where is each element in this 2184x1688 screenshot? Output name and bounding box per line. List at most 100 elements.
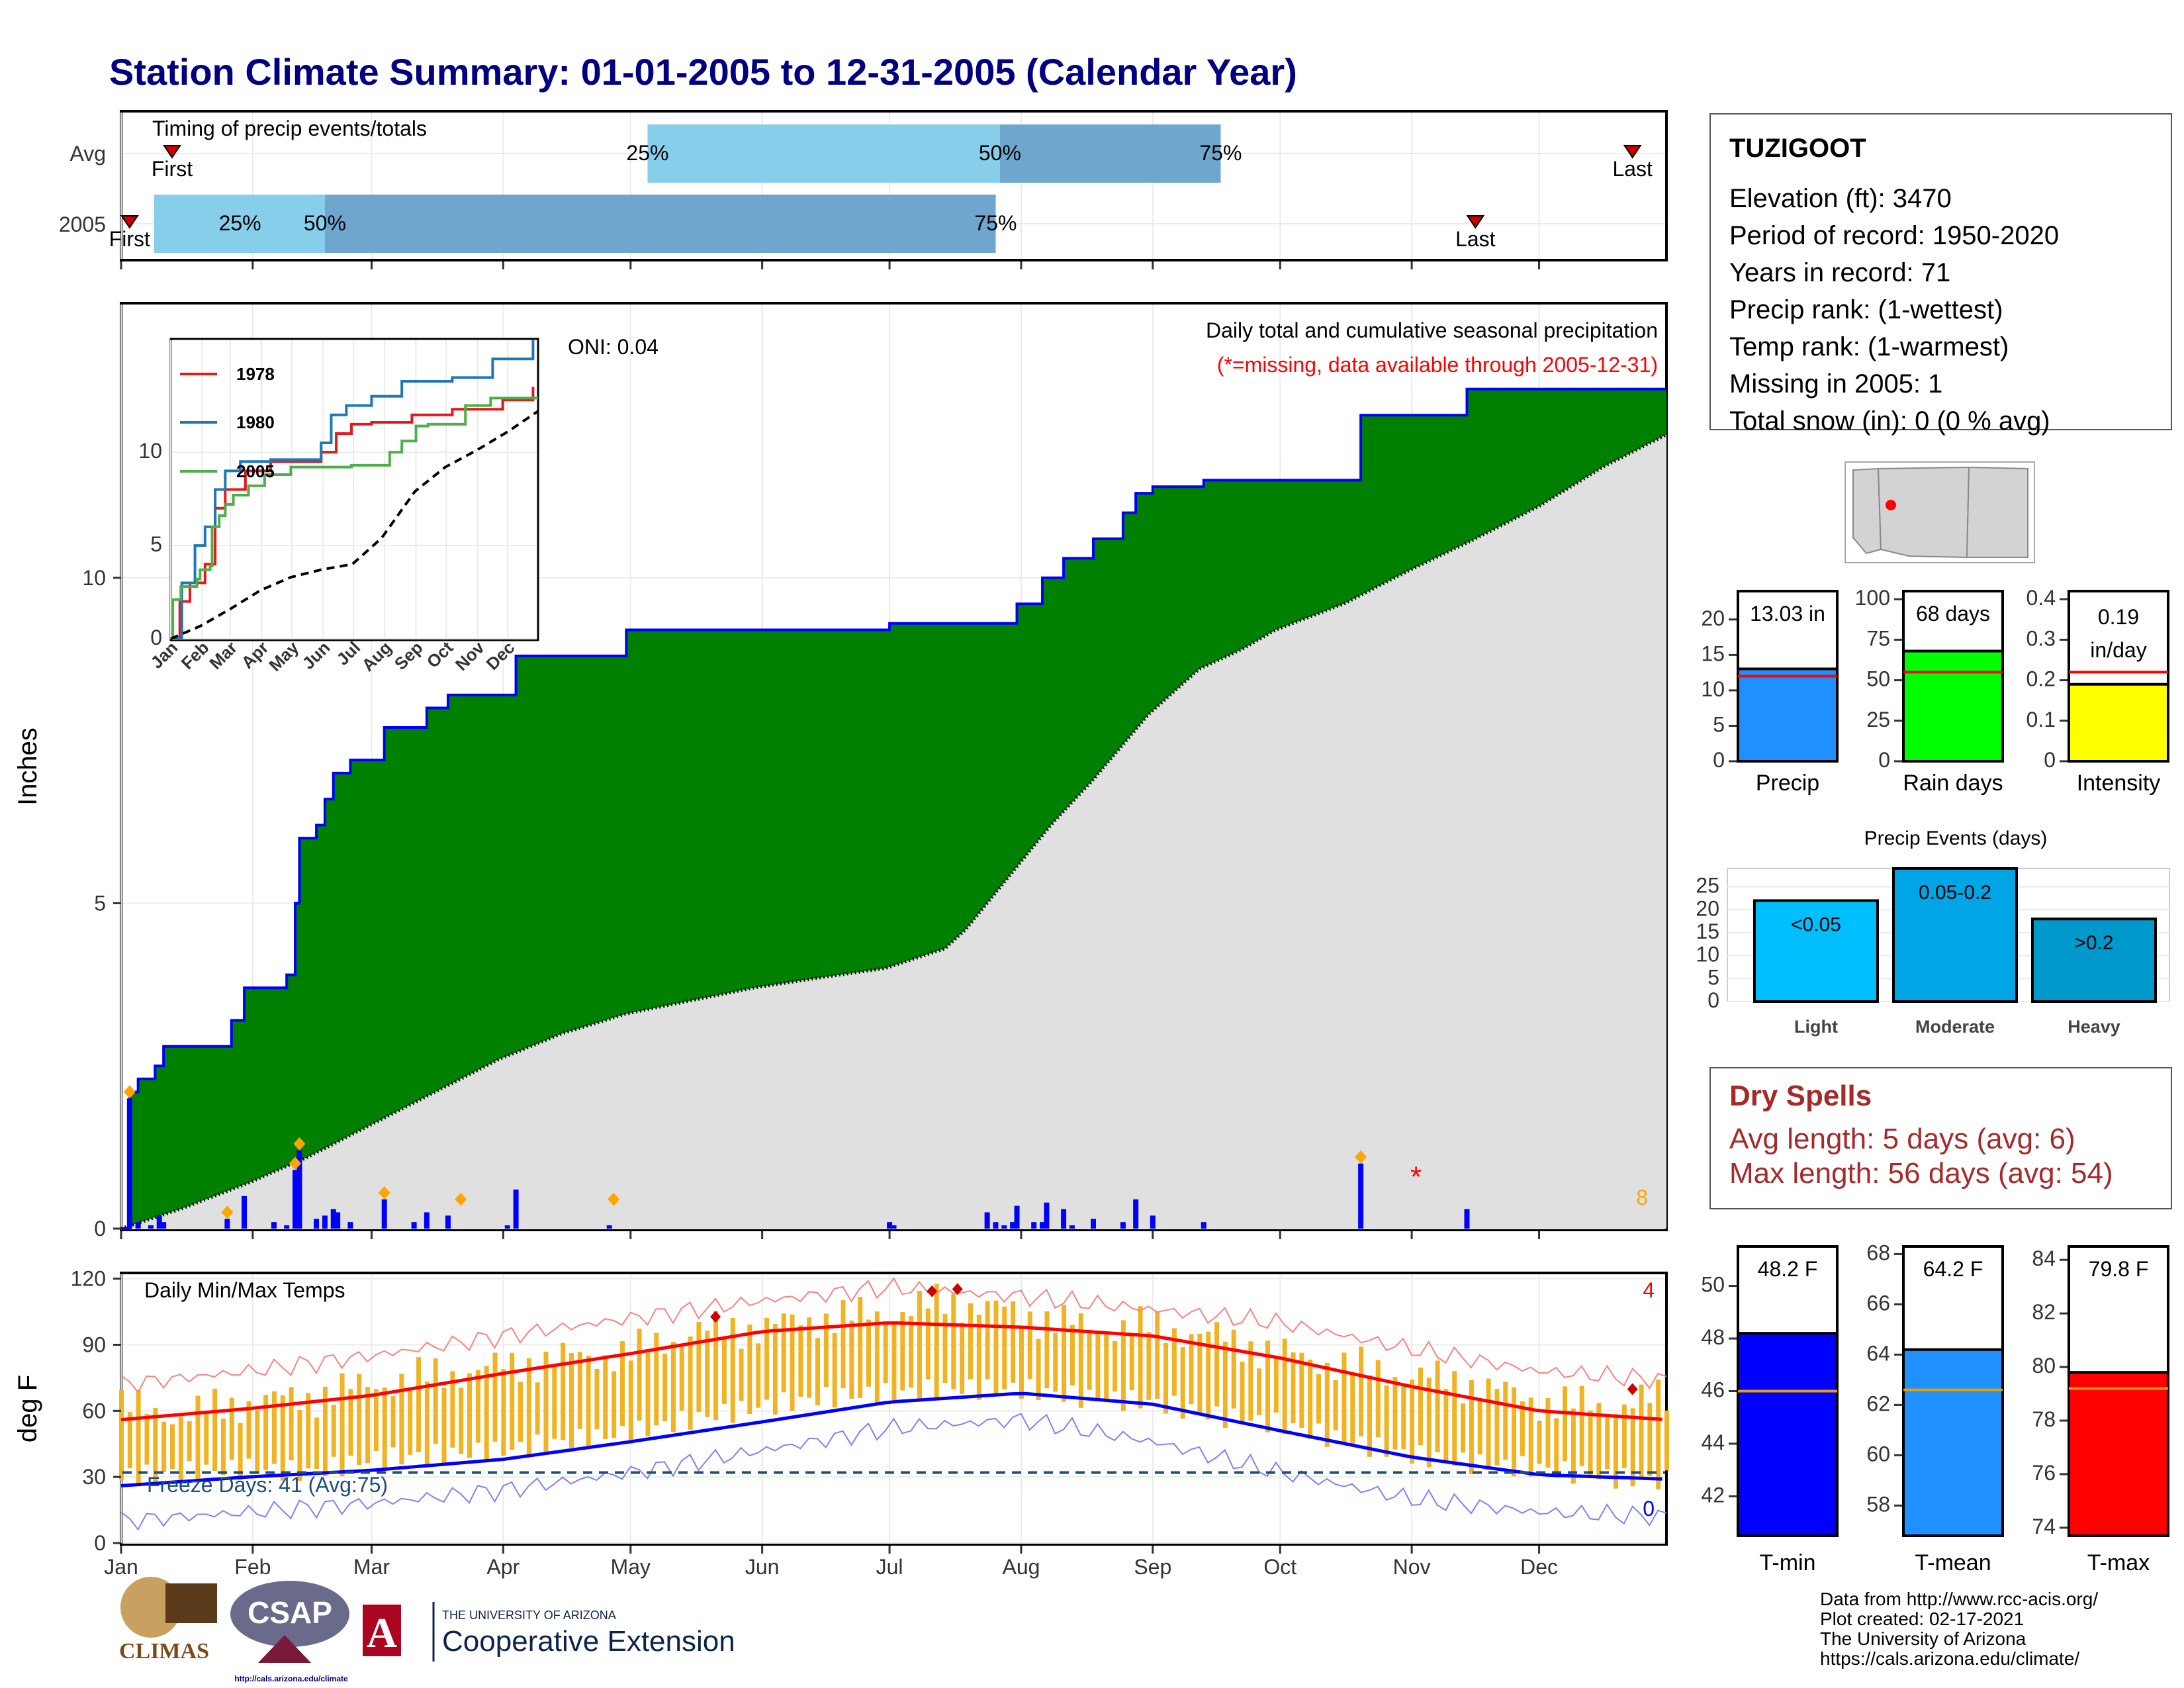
summary-value-label: 68 days bbox=[1916, 602, 1990, 626]
summary-y-tick-label: 0.2 bbox=[2026, 667, 2056, 691]
missing-data-marker: * bbox=[1410, 1160, 1422, 1193]
summary-y-tick-label: 62 bbox=[1866, 1391, 1890, 1415]
daily-precip-bar bbox=[242, 1196, 248, 1229]
daily-temp-bar bbox=[1563, 1386, 1568, 1462]
temp-chart-title: Daily Min/Max Temps bbox=[144, 1278, 345, 1302]
daily-temp-bar bbox=[815, 1338, 821, 1406]
daily-precip-bar bbox=[1014, 1205, 1020, 1229]
events-bar-label: <0.05 bbox=[1791, 914, 1841, 936]
inset-legend-label: 1980 bbox=[236, 412, 275, 432]
daily-temp-bar bbox=[679, 1343, 684, 1411]
daily-temp-bar bbox=[1596, 1403, 1602, 1479]
daily-temp-bar bbox=[1273, 1358, 1279, 1413]
daily-temp-bar bbox=[169, 1424, 175, 1470]
daily-precip-bar bbox=[424, 1212, 430, 1229]
summary-value-label: 0.19 bbox=[2098, 605, 2139, 629]
daily-precip-bar bbox=[1061, 1209, 1067, 1229]
inset-series-2005 bbox=[171, 397, 538, 640]
daily-temp-bar bbox=[594, 1369, 600, 1430]
daily-temp-bar bbox=[1426, 1378, 1432, 1468]
daily-temp-bar bbox=[764, 1317, 770, 1400]
temperature-summary-bars: 42 44 46 48 50 48.2 F T-min 58 60 62 64 66 68 64.2 F T… bbox=[1701, 1241, 2169, 1575]
average-cumulative-line bbox=[120, 433, 1668, 1231]
timing-event-marker-icon bbox=[163, 145, 181, 159]
daily-temp-bar bbox=[960, 1323, 965, 1394]
daily-temp-bar bbox=[586, 1355, 591, 1450]
daily-temp-bar bbox=[552, 1365, 557, 1439]
daily-temp-bar bbox=[195, 1395, 201, 1481]
daily-temp-bar bbox=[1053, 1333, 1058, 1392]
daily-temp-bar bbox=[492, 1352, 498, 1442]
summary-y-tick-label: 48 bbox=[1701, 1325, 1725, 1349]
daily-temp-bar bbox=[1078, 1313, 1083, 1408]
summary-y-tick-label: 60 bbox=[1866, 1442, 1890, 1466]
daily-temp-bar bbox=[1656, 1380, 1661, 1490]
inset-legend-label: 2005 bbox=[236, 461, 275, 481]
oni-label: ONI: 0.04 bbox=[568, 335, 659, 359]
precip-panel: 0 5 10 Daily total and cumulative seasonal… bbox=[13, 302, 1668, 1241]
daily-temp-bar bbox=[1554, 1418, 1559, 1478]
daily-precip-bar bbox=[381, 1199, 387, 1229]
daily-precip-bar bbox=[1040, 1222, 1046, 1229]
daily-precip-bar bbox=[1010, 1222, 1016, 1229]
footer-source: Data from http://www.rcc-acis.org/Plot c… bbox=[1820, 1589, 2098, 1669]
station-info-line: Missing in 2005: 1 bbox=[1729, 369, 1942, 399]
timing-panel: 25% 50% 75% First Last 25% 50% 75% First Last Tim… bbox=[59, 110, 1668, 269]
daily-temp-bar bbox=[314, 1417, 320, 1470]
daily-temp-bar bbox=[858, 1297, 863, 1398]
precip-y-tick-label: 0 bbox=[94, 1217, 106, 1241]
summary-y-tick-label: 0.4 bbox=[2026, 586, 2056, 610]
daily-temp-bar bbox=[306, 1393, 311, 1469]
daily-temp-bar bbox=[280, 1395, 285, 1481]
heavy-event-marker bbox=[293, 1137, 306, 1151]
daily-temp-bar bbox=[331, 1405, 336, 1457]
month-label: May bbox=[611, 1555, 651, 1579]
summary-y-tick-label: 46 bbox=[1701, 1378, 1725, 1402]
month-label: Sep bbox=[1134, 1555, 1171, 1579]
temp-count-bottom: 0 bbox=[1643, 1497, 1655, 1521]
month-label: Aug bbox=[1002, 1555, 1040, 1579]
daily-temp-bar bbox=[713, 1311, 719, 1421]
timing-title: Timing of precip events/totals bbox=[152, 117, 427, 140]
ua-logo: A THE UNIVERSITY OF ARIZONA Cooperative … bbox=[363, 1602, 735, 1662]
daily-temp-bar bbox=[1308, 1359, 1313, 1439]
events-y-tick-label: 5 bbox=[1707, 965, 1719, 989]
summary-y-tick-label: 68 bbox=[1866, 1241, 1890, 1264]
daily-temp-bar bbox=[1316, 1374, 1321, 1424]
daily-precip-bar bbox=[887, 1222, 893, 1229]
daily-temp-bar bbox=[841, 1299, 846, 1389]
events-category-label: Moderate bbox=[1915, 1017, 1995, 1037]
dry-spells-title: Dry Spells bbox=[1729, 1080, 1872, 1112]
daily-temp-bar bbox=[1477, 1401, 1482, 1455]
month-label: Dec bbox=[1520, 1555, 1558, 1579]
daily-temp-bar bbox=[1605, 1416, 1610, 1470]
summary-category-label: T-max bbox=[2087, 1550, 2150, 1575]
daily-temp-bar bbox=[204, 1413, 209, 1465]
locator-map bbox=[1844, 461, 2035, 563]
events-y-tick-label: 0 bbox=[1707, 988, 1719, 1012]
daily-temp-bar bbox=[934, 1284, 939, 1400]
daily-temp-bar bbox=[925, 1308, 931, 1380]
daily-temp-bar bbox=[1044, 1311, 1050, 1389]
daily-precip-bar bbox=[293, 1170, 298, 1229]
ua-big-text: Cooperative Extension bbox=[442, 1625, 735, 1658]
daily-temp-bar bbox=[535, 1382, 540, 1435]
freeze-days-label: Freeze Days: 41 (Avg:75) bbox=[147, 1473, 388, 1497]
timing-pct-label: 75% bbox=[974, 211, 1017, 235]
daily-temp-bar bbox=[849, 1321, 854, 1399]
daily-temp-bar bbox=[1011, 1301, 1016, 1383]
daily-temp-bar bbox=[1197, 1333, 1203, 1413]
daily-temp-bar bbox=[1494, 1389, 1500, 1466]
inset-y-tick-label: 10 bbox=[138, 439, 162, 463]
timing-bar-q2 bbox=[647, 124, 1000, 183]
daily-temp-bar bbox=[993, 1300, 999, 1394]
dry-spells-avg: Avg length: 5 days (avg: 6) bbox=[1729, 1123, 2075, 1155]
daily-temp-bar bbox=[1469, 1380, 1474, 1474]
daily-temp-bar bbox=[1062, 1305, 1067, 1402]
month-label: Feb bbox=[234, 1555, 271, 1579]
daily-temp-bar bbox=[390, 1396, 396, 1448]
logos: CLIMAS CSAP http://cals.arizona.edu/clim… bbox=[119, 1577, 735, 1683]
daily-temp-bar bbox=[1410, 1380, 1415, 1464]
climas-logo: CLIMAS bbox=[119, 1577, 217, 1664]
timing-pct-label: 50% bbox=[304, 211, 346, 235]
